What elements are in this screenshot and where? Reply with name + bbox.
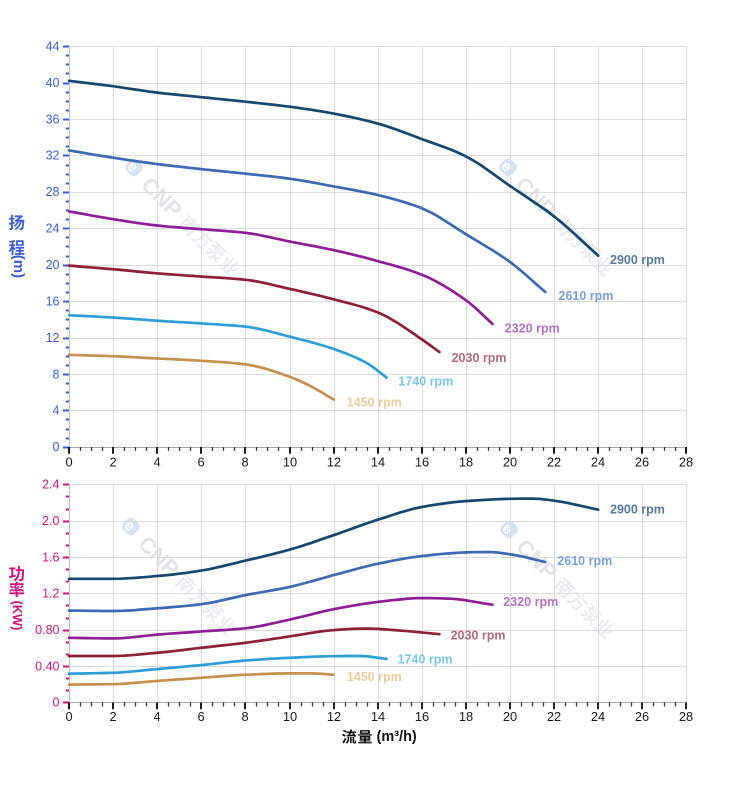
svg-text:1.6: 1.6 (42, 550, 59, 564)
svg-text:0: 0 (53, 440, 60, 454)
svg-text:14: 14 (371, 455, 385, 470)
svg-text:32: 32 (46, 149, 60, 163)
svg-text:20: 20 (503, 709, 517, 724)
svg-text:2: 2 (109, 709, 116, 724)
svg-text:1450 rpm: 1450 rpm (347, 670, 402, 684)
svg-text:14: 14 (371, 709, 385, 724)
svg-text:28: 28 (679, 455, 693, 470)
svg-text:24: 24 (591, 709, 605, 724)
svg-text:0: 0 (53, 696, 60, 710)
svg-text:8: 8 (241, 455, 248, 470)
svg-text:(m³/h): (m³/h) (377, 729, 417, 745)
svg-text:16: 16 (46, 294, 60, 308)
svg-text:4: 4 (53, 404, 60, 418)
svg-text:4: 4 (153, 709, 160, 724)
svg-text:2030 rpm: 2030 rpm (452, 351, 507, 365)
svg-text:1450 rpm: 1450 rpm (347, 396, 402, 410)
svg-text:24: 24 (46, 222, 60, 236)
svg-text:12: 12 (327, 709, 341, 724)
svg-text:10: 10 (283, 709, 297, 724)
svg-text:2900 rpm: 2900 rpm (610, 253, 665, 267)
svg-text:36: 36 (46, 112, 60, 126)
svg-text:2.4: 2.4 (42, 478, 59, 492)
svg-text:20: 20 (503, 455, 517, 470)
svg-text:2: 2 (109, 455, 116, 470)
svg-text:16: 16 (415, 455, 429, 470)
svg-text:22: 22 (547, 709, 561, 724)
svg-text:20: 20 (46, 258, 60, 272)
svg-text:6: 6 (197, 455, 204, 470)
svg-text:40: 40 (46, 76, 60, 90)
svg-text:18: 18 (459, 709, 473, 724)
svg-text:(m): (m) (10, 255, 27, 278)
svg-text:6: 6 (197, 709, 204, 724)
svg-text:(KW): (KW) (10, 601, 25, 631)
svg-text:28: 28 (46, 185, 60, 199)
svg-text:2320 rpm: 2320 rpm (503, 595, 558, 609)
svg-text:1740 rpm: 1740 rpm (398, 653, 453, 667)
svg-text:1.2: 1.2 (42, 587, 59, 601)
svg-text:10: 10 (283, 455, 297, 470)
svg-text:18: 18 (459, 455, 473, 470)
svg-text:28: 28 (679, 709, 693, 724)
svg-text:0: 0 (65, 455, 72, 470)
svg-text:8: 8 (53, 367, 60, 381)
svg-text:8: 8 (241, 709, 248, 724)
svg-text:26: 26 (635, 709, 649, 724)
svg-text:12: 12 (46, 331, 60, 345)
svg-text:26: 26 (635, 455, 649, 470)
svg-text:2030 rpm: 2030 rpm (451, 629, 506, 643)
svg-text:44: 44 (46, 40, 60, 54)
svg-text:0.40: 0.40 (35, 659, 59, 673)
svg-text:2610 rpm: 2610 rpm (559, 289, 614, 303)
svg-text:24: 24 (591, 455, 605, 470)
svg-text:1740 rpm: 1740 rpm (398, 375, 453, 389)
svg-text:0: 0 (65, 709, 72, 724)
svg-text:2320 rpm: 2320 rpm (505, 322, 560, 336)
svg-text:12: 12 (327, 455, 341, 470)
svg-text:2.0: 2.0 (42, 514, 59, 528)
svg-text:2610 rpm: 2610 rpm (557, 554, 612, 568)
svg-text:2900 rpm: 2900 rpm (610, 503, 665, 517)
svg-text:16: 16 (415, 709, 429, 724)
svg-text:0.80: 0.80 (35, 623, 59, 637)
svg-text:4: 4 (153, 455, 160, 470)
svg-text:22: 22 (547, 455, 561, 470)
